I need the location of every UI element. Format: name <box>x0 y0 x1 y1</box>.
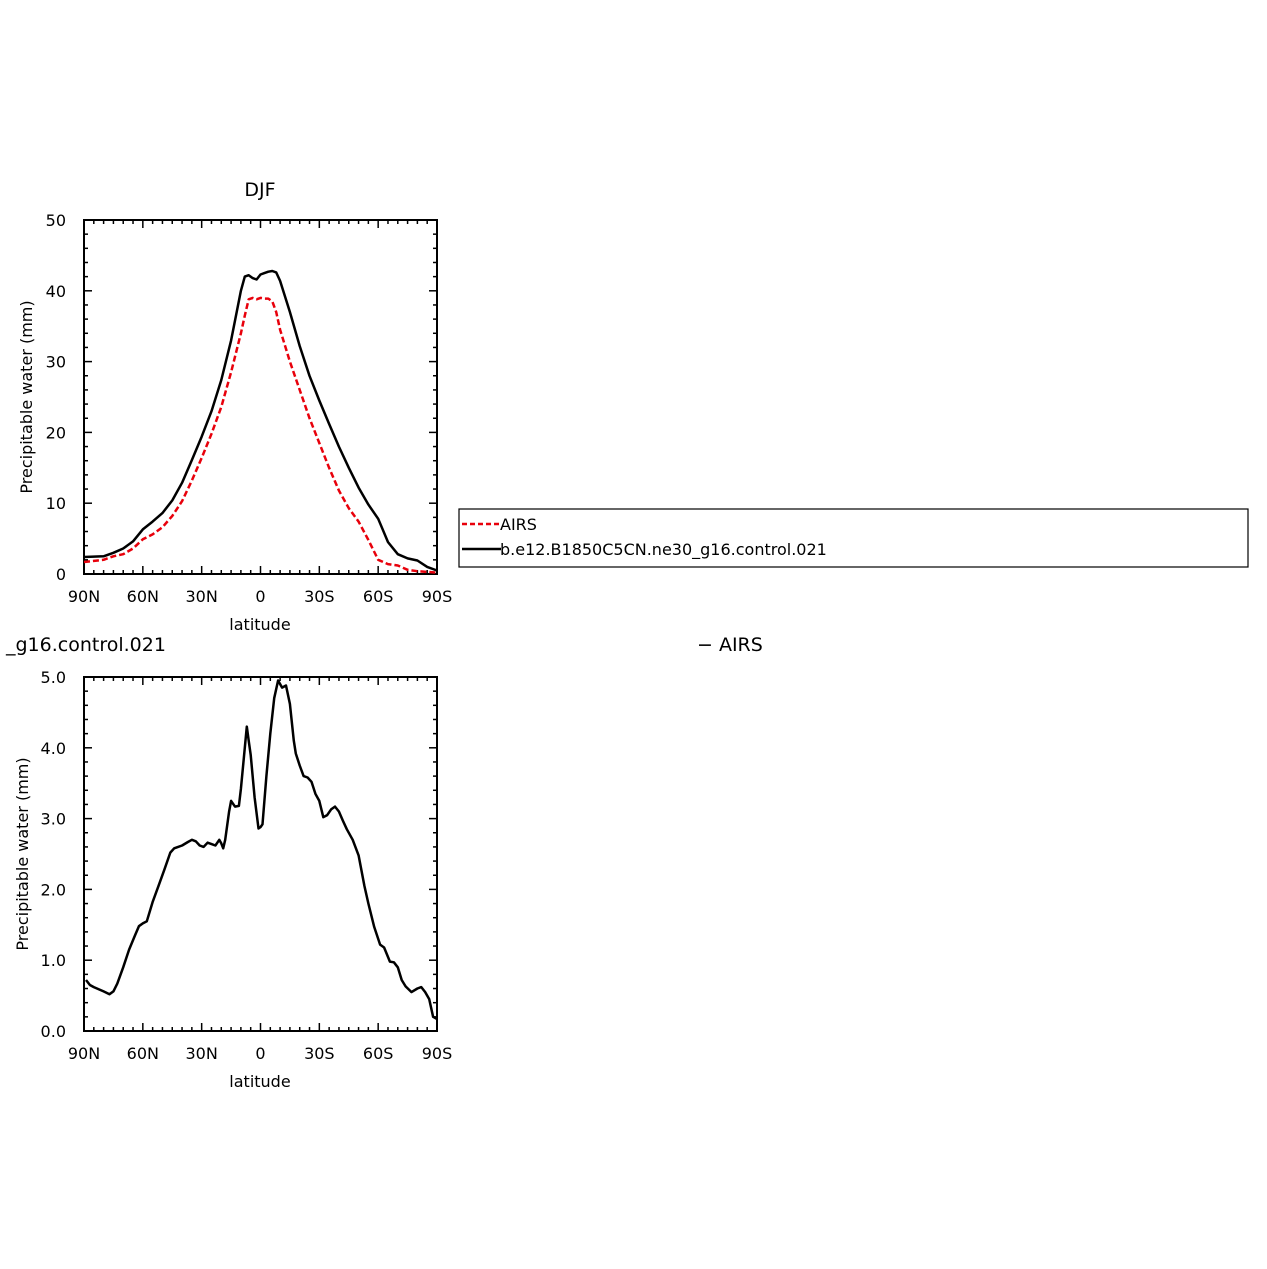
legend-box <box>458 508 1249 568</box>
top-ticks <box>83 219 438 575</box>
bottom-series-line-0 <box>85 679 438 1021</box>
top-title: DJF <box>244 179 275 201</box>
y-tick-label: 40 <box>46 282 66 301</box>
bottom-x-tick-labels: 90N 60N 30N 0 30S 60S 90S <box>68 1044 452 1063</box>
legend: AIRS b.e12.B1850C5CN.ne30_g16.control.02… <box>458 508 1249 568</box>
top-series-line-0 <box>83 296 438 574</box>
top-panel: DJF 90N 60N 30N 0 30S 60S 90S 0 10 20 30 40 50 lati… <box>17 179 452 634</box>
bottom-ticks <box>83 676 438 1032</box>
y-tick-label: 20 <box>46 423 66 442</box>
x-tick-label: 60S <box>363 1044 394 1063</box>
x-tick-label: 90N <box>68 1044 100 1063</box>
top-series-lines <box>83 269 438 574</box>
top-series-line-1 <box>83 269 438 572</box>
bottom-title: _g16.control.021 <box>5 634 166 656</box>
x-tick-label: 0 <box>255 587 265 606</box>
x-tick-label: 60N <box>127 587 159 606</box>
y-tick-label: 2.0 <box>41 880 66 899</box>
legend-label-model: b.e12.B1850C5CN.ne30_g16.control.021 <box>500 540 827 560</box>
y-tick-label: 1.0 <box>41 951 66 970</box>
top-x-axis-label: latitude <box>229 615 290 634</box>
bottom-title-suffix: − AIRS <box>697 634 763 656</box>
y-tick-label: 3.0 <box>41 810 66 829</box>
top-x-tick-labels: 90N 60N 30N 0 30S 60S 90S <box>68 587 452 606</box>
x-tick-label: 60N <box>127 1044 159 1063</box>
x-tick-label: 60S <box>363 587 394 606</box>
bottom-x-axis-label: latitude <box>229 1072 290 1091</box>
bottom-panel: _g16.control.021 − AIRS 90N 60N 30N 0 30S 60S… <box>5 634 763 1091</box>
x-tick-label: 30S <box>304 1044 335 1063</box>
x-tick-label: 90S <box>422 1044 453 1063</box>
y-tick-label: 5.0 <box>41 668 66 687</box>
x-tick-label: 90S <box>422 587 453 606</box>
y-tick-label: 50 <box>46 211 66 230</box>
y-tick-label: 30 <box>46 353 66 372</box>
top-y-tick-labels: 0 10 20 30 40 50 <box>46 211 66 584</box>
x-tick-label: 0 <box>255 1044 265 1063</box>
bottom-y-axis-label: Precipitable water (mm) <box>13 757 32 950</box>
x-tick-label: 90N <box>68 587 100 606</box>
top-plot-frame <box>83 219 438 575</box>
top-y-axis-label: Precipitable water (mm) <box>17 300 36 493</box>
x-tick-label: 30N <box>186 587 218 606</box>
x-tick-label: 30S <box>304 587 335 606</box>
y-tick-label: 0 <box>56 565 66 584</box>
bottom-plot-frame <box>83 676 438 1032</box>
bottom-series-lines <box>85 679 438 1021</box>
x-tick-label: 30N <box>186 1044 218 1063</box>
y-tick-label: 0.0 <box>41 1022 66 1041</box>
legend-label-airs: AIRS <box>500 515 537 534</box>
bottom-y-tick-labels: 0.0 1.0 2.0 3.0 4.0 5.0 <box>41 668 66 1041</box>
y-tick-label: 4.0 <box>41 739 66 758</box>
y-tick-label: 10 <box>46 494 66 513</box>
